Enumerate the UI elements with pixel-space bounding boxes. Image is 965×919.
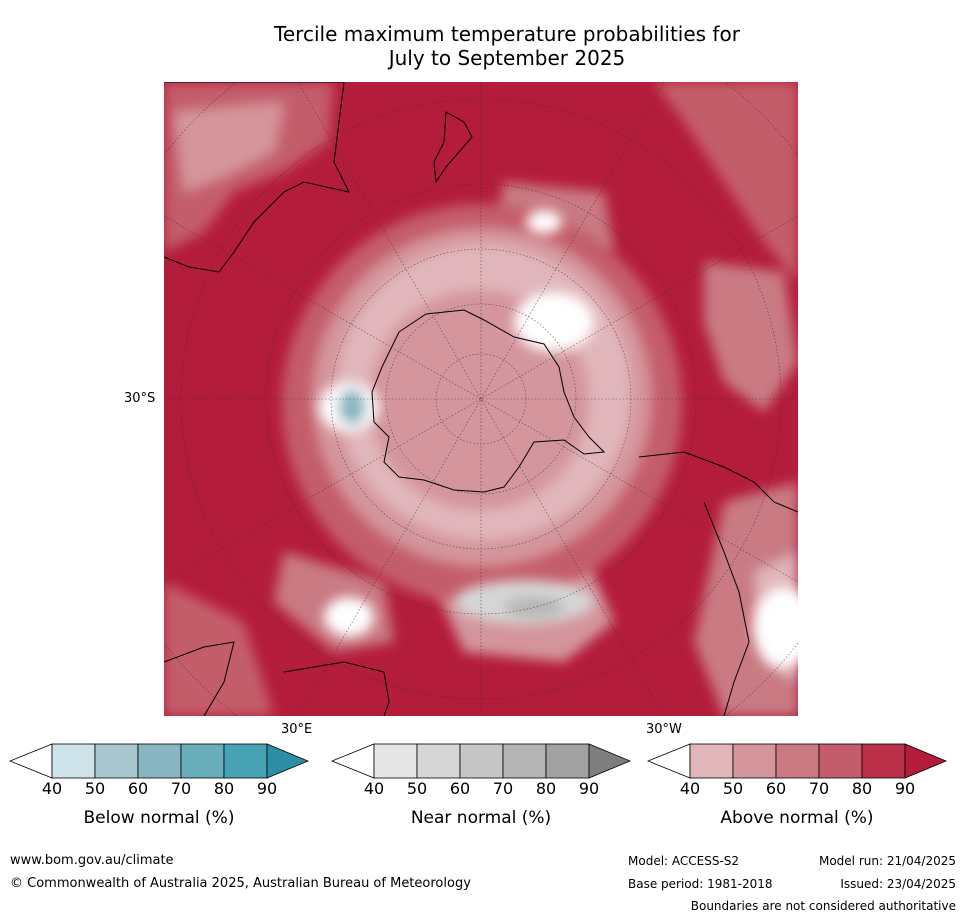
south-america-outline — [638, 451, 798, 716]
colorbar-near-max-cap — [588, 743, 631, 779]
colorbar-below-segment-4 — [180, 743, 225, 779]
graticule — [164, 82, 798, 716]
colorbar-below-max-cap — [266, 743, 309, 779]
tick-label: 80 — [213, 779, 235, 798]
latitude-label: 30°S — [124, 391, 156, 406]
tick-label: 40 — [679, 779, 701, 798]
legend-near-normal: 40 50 60 70 80 90 Near normal (%) — [331, 743, 631, 828]
africa-outline — [164, 641, 390, 716]
tick-label: 40 — [363, 779, 385, 798]
legend-below-normal: 40 50 60 70 80 90 Below normal (%) — [9, 743, 309, 828]
colorbar-below-segment-3 — [137, 743, 182, 779]
model-run-text: Model run: 21/04/2025 — [818, 854, 956, 868]
tick-label: 50 — [406, 779, 428, 798]
colorbar-above-segment-1 — [689, 743, 734, 779]
tick-label: 90 — [578, 779, 600, 798]
legend-title-above-normal: Above normal (%) — [720, 808, 874, 828]
colorbar-above-max-cap — [904, 743, 947, 779]
colorbar-near-segment-1 — [373, 743, 418, 779]
title-line-2: July to September 2025 — [388, 46, 626, 70]
australia-outline — [164, 82, 350, 273]
legend-title-near-normal: Near normal (%) — [410, 808, 552, 828]
colorbar-near-segment-5 — [545, 743, 590, 779]
legend-title-below-normal: Below normal (%) — [83, 808, 235, 828]
colorbar-below-segment-5 — [223, 743, 268, 779]
tick-label: 70 — [492, 779, 514, 798]
model-text: Model: ACCESS-S2 — [628, 854, 740, 868]
colorbar-near-segment-4 — [502, 743, 547, 779]
colorbar-above-segment-2 — [732, 743, 777, 779]
tick-label: 80 — [535, 779, 557, 798]
colorbar-above-segment-4 — [818, 743, 863, 779]
tick-label: 60 — [765, 779, 787, 798]
tick-label: 70 — [808, 779, 830, 798]
antarctica-outline — [371, 309, 606, 493]
new-zealand-outline — [433, 111, 473, 184]
colorbar-above-segment-5 — [861, 743, 906, 779]
copyright-text: © Commonwealth of Australia 2025, Austra… — [10, 876, 471, 891]
ticks-below-normal: 40 50 60 70 80 90 — [9, 779, 309, 799]
tick-label: 90 — [894, 779, 916, 798]
colorbar-above-min-cap — [647, 743, 691, 779]
disclaimer-text: Boundaries are not considered authoritat… — [690, 899, 956, 913]
title-line-1: Tercile maximum temperature probabilitie… — [274, 22, 740, 46]
tick-label: 50 — [84, 779, 106, 798]
near-below-patches — [319, 210, 798, 667]
ticks-above-normal: 40 50 60 70 80 90 — [647, 779, 947, 799]
colorbar-above-segment-3 — [775, 743, 820, 779]
colorbar-below-min-cap — [9, 743, 53, 779]
tick-label: 80 — [851, 779, 873, 798]
colorbar-above-normal — [647, 743, 947, 779]
tick-label: 90 — [256, 779, 278, 798]
base-period-text: Base period: 1981-2018 — [628, 877, 773, 891]
legend-above-normal: 40 50 60 70 80 90 Above normal (%) — [647, 743, 947, 828]
colorbar-near-segment-2 — [416, 743, 461, 779]
tick-label: 50 — [722, 779, 744, 798]
website-link[interactable]: www.bom.gov.au/climate — [10, 853, 174, 868]
ticks-near-normal: 40 50 60 70 80 90 — [331, 779, 631, 799]
issued-text: Issued: 23/04/2025 — [840, 877, 956, 891]
probability-map — [164, 82, 798, 716]
map-title: Tercile maximum temperature probabilitie… — [200, 22, 814, 70]
tick-label: 40 — [41, 779, 63, 798]
longitude-label-east: 30°E — [281, 722, 313, 737]
colorbar-below-normal — [9, 743, 309, 779]
tick-label: 70 — [170, 779, 192, 798]
tick-label: 60 — [449, 779, 471, 798]
colorbar-below-segment-2 — [94, 743, 139, 779]
colorbar-near-min-cap — [331, 743, 375, 779]
longitude-label-west: 30°W — [646, 722, 682, 737]
colorbar-near-normal — [331, 743, 631, 779]
colorbar-below-segment-1 — [51, 743, 96, 779]
tick-label: 60 — [127, 779, 149, 798]
colorbar-near-segment-3 — [459, 743, 504, 779]
